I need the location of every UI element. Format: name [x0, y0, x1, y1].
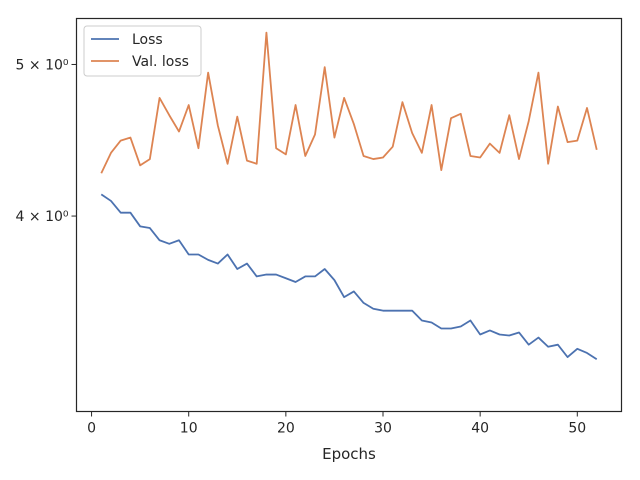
legend-label-loss: Loss [132, 32, 163, 48]
y-tick-label: 4 × 10⁰ [16, 209, 69, 225]
x-tick-label: 10 [180, 421, 198, 437]
x-tick-label: 40 [471, 421, 489, 437]
series-line-val-loss [100, 31, 598, 174]
series-line-loss [100, 193, 598, 360]
ticks-layer: 0 10 20 30 40 50 4 × 10⁰ 5 × 10⁰ [16, 57, 587, 436]
x-tick-label: 0 [87, 421, 96, 437]
series-layer [100, 31, 598, 360]
x-tick-label: 20 [277, 421, 295, 437]
y-tick-label: 5 × 10⁰ [16, 57, 69, 73]
plot-frame [75, 17, 623, 413]
x-tick-label: 30 [374, 421, 392, 437]
x-tick-label: 50 [568, 421, 586, 437]
legend-label-val-loss: Val. loss [132, 54, 189, 70]
x-axis-label: Epochs [322, 445, 376, 463]
legend: Loss Val. loss [83, 25, 202, 77]
